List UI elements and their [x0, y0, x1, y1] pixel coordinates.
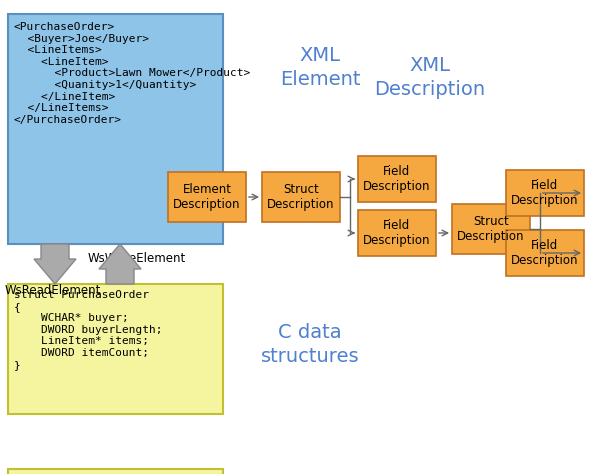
Text: Field
Description: Field Description — [511, 239, 579, 267]
Text: XML
Description: XML Description — [374, 56, 486, 99]
Text: <PurchaseOrder>
  <Buyer>Joe</Buyer>
  <LineItems>
    <LineItem>
      <Product: <PurchaseOrder> <Buyer>Joe</Buyer> <Line… — [14, 22, 250, 125]
Text: Field
Description: Field Description — [364, 165, 431, 193]
FancyBboxPatch shape — [8, 469, 223, 474]
FancyArrow shape — [34, 244, 76, 284]
FancyBboxPatch shape — [358, 156, 436, 202]
FancyBboxPatch shape — [8, 14, 223, 244]
Text: Field
Description: Field Description — [511, 179, 579, 207]
Text: Struct
Description: Struct Description — [267, 183, 335, 211]
FancyBboxPatch shape — [358, 210, 436, 256]
Text: Element
Description: Element Description — [173, 183, 241, 211]
Text: Struct
Description: Struct Description — [457, 215, 525, 243]
FancyBboxPatch shape — [452, 204, 530, 254]
Text: WsReadElement: WsReadElement — [5, 284, 101, 298]
FancyBboxPatch shape — [168, 172, 246, 222]
FancyBboxPatch shape — [262, 172, 340, 222]
Text: C data
structures: C data structures — [261, 323, 359, 366]
Text: XML
Element: XML Element — [280, 46, 360, 89]
Text: struct PurchaseOrder
{
    WCHAR* buyer;
    DWORD buyerLength;
    LineItem* it: struct PurchaseOrder { WCHAR* buyer; DWO… — [14, 290, 162, 370]
Text: WsWriteElement: WsWriteElement — [88, 253, 186, 265]
Text: Field
Description: Field Description — [364, 219, 431, 247]
FancyBboxPatch shape — [8, 284, 223, 414]
FancyArrow shape — [99, 244, 141, 284]
FancyBboxPatch shape — [506, 230, 584, 276]
FancyBboxPatch shape — [506, 170, 584, 216]
